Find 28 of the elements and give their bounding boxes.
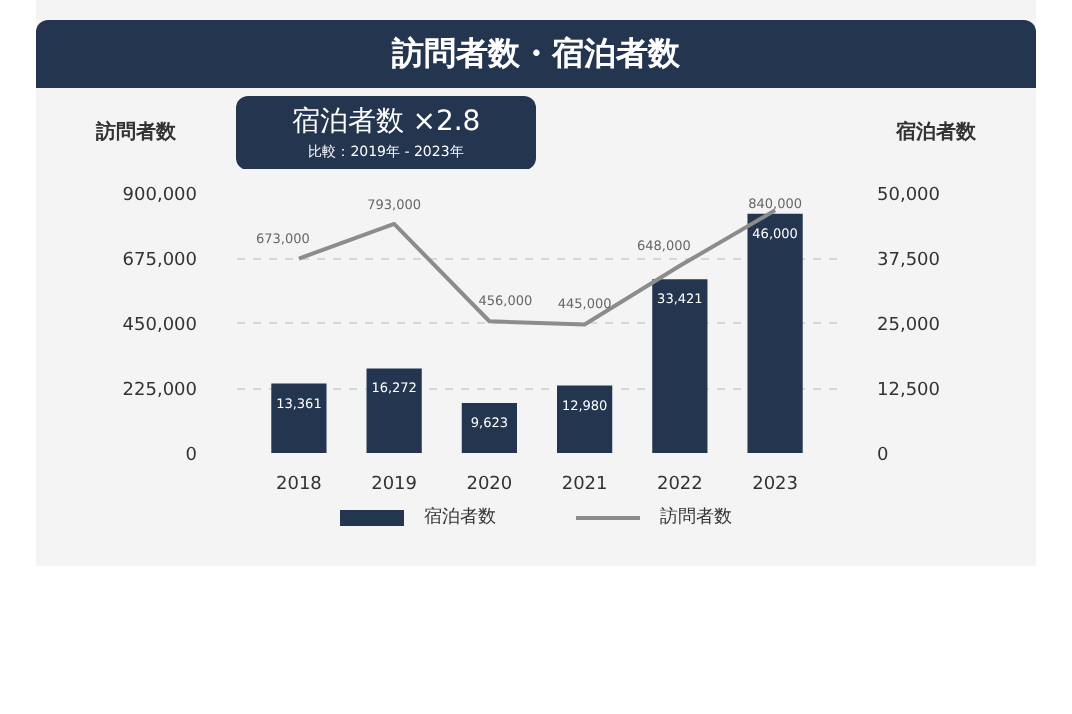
y-tick-label: 0 bbox=[185, 446, 198, 466]
y-tick-label: 900,000 bbox=[122, 186, 198, 206]
y2-tick-label: 12,500 bbox=[877, 381, 941, 401]
y2-axis-title: 宿泊者数 bbox=[894, 118, 978, 148]
x-tick-label: 2020 bbox=[466, 475, 513, 495]
legend-label: 宿泊者数 bbox=[424, 508, 496, 528]
y2-tick-label: 37,500 bbox=[877, 251, 941, 271]
x-tick-label: 2019 bbox=[371, 475, 418, 495]
text: 宿泊者数 ×2.8 bbox=[289, 104, 483, 142]
bar bbox=[652, 279, 708, 453]
bar bbox=[366, 368, 422, 453]
bar bbox=[557, 385, 613, 453]
bar bbox=[461, 402, 517, 453]
y-tick-label: 675,000 bbox=[122, 251, 198, 271]
y-tick-label: 225,000 bbox=[122, 381, 198, 401]
bar bbox=[271, 383, 327, 453]
bar bbox=[747, 213, 803, 453]
title: 訪問者数・宿泊者数 bbox=[36, 20, 1036, 88]
x-tick-label: 2023 bbox=[752, 475, 798, 495]
x-tick-label: 2021 bbox=[561, 475, 608, 495]
y2-tick-label: 50,000 bbox=[877, 186, 941, 206]
legend-label: 訪問者数 bbox=[660, 508, 732, 528]
y-axis-title: 訪問者数 bbox=[93, 118, 178, 148]
x-tick-label: 2022 bbox=[656, 475, 703, 495]
y-tick-label: 450,000 bbox=[122, 316, 198, 336]
y2-tick-label: 25,000 bbox=[877, 316, 941, 336]
y2-tick-label: 0 bbox=[877, 446, 889, 466]
x-tick-label: 2018 bbox=[276, 475, 323, 495]
